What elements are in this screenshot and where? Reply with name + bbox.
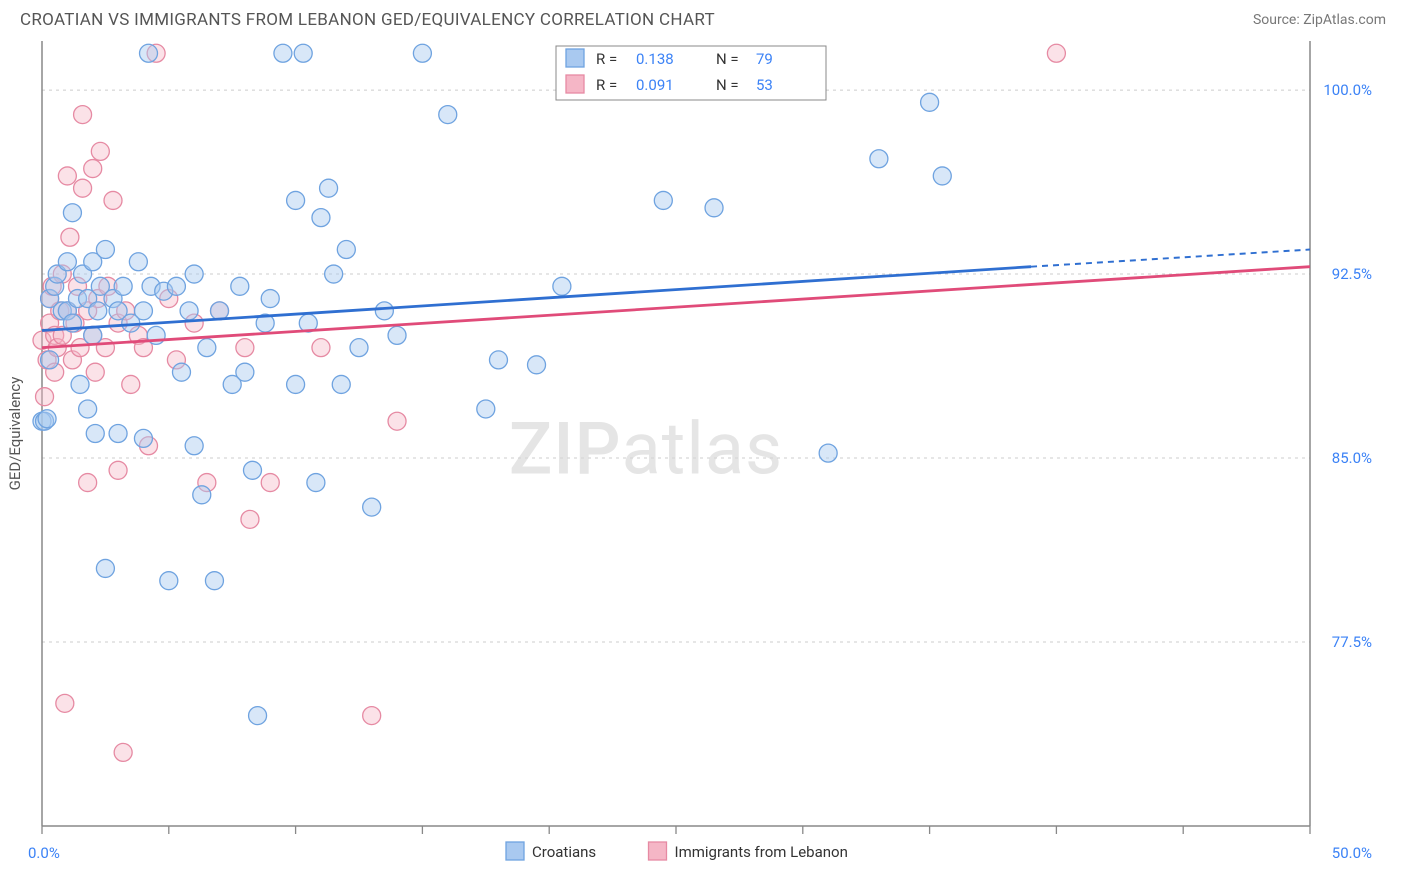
svg-text:53: 53: [756, 76, 773, 94]
svg-text:0.091: 0.091: [636, 76, 674, 94]
svg-text:0.138: 0.138: [636, 50, 674, 68]
chart-source: Source: ZipAtlas.com: [1253, 12, 1386, 28]
svg-text:R =: R =: [596, 76, 617, 94]
svg-text:N =: N =: [716, 50, 739, 68]
svg-text:100.0%: 100.0%: [1323, 81, 1372, 99]
svg-text:R =: R =: [596, 50, 617, 68]
chart-header: CROATIAN VS IMMIGRANTS FROM LEBANON GED/…: [0, 0, 1406, 36]
svg-text:Immigrants from Lebanon: Immigrants from Lebanon: [675, 843, 848, 861]
svg-text:50.0%: 50.0%: [1332, 844, 1372, 862]
svg-text:79: 79: [756, 50, 773, 68]
chart-title: CROATIAN VS IMMIGRANTS FROM LEBANON GED/…: [20, 10, 715, 30]
svg-text:ZIPatlas: ZIPatlas: [509, 407, 783, 492]
scatter-chart: 77.5% 85.0% 92.5% 100.0% ZIPatlas 0.0% 50.0% GE…: [0, 36, 1406, 891]
svg-text:77.5%: 77.5%: [1332, 633, 1372, 651]
svg-text:N =: N =: [716, 76, 739, 94]
svg-text:Croatians: Croatians: [532, 843, 596, 861]
svg-text:92.5%: 92.5%: [1332, 265, 1372, 283]
svg-text:0.0%: 0.0%: [28, 844, 60, 862]
svg-text:GED/Equivalency: GED/Equivalency: [6, 377, 24, 491]
chart-container: 77.5% 85.0% 92.5% 100.0% ZIPatlas 0.0% 50.0% GE…: [0, 36, 1406, 891]
svg-text:85.0%: 85.0%: [1332, 449, 1372, 467]
